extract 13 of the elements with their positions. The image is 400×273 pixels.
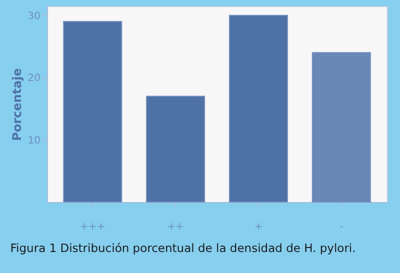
bar xyxy=(312,52,371,202)
bar xyxy=(228,14,288,202)
x-tick-label: +++ xyxy=(80,222,106,232)
x-tick-label: - xyxy=(340,222,344,232)
y-tick-label: 20 xyxy=(28,73,40,84)
text: Figura 1 Distribución porcentual de la densidad de H. pylori. xyxy=(10,241,356,255)
bar xyxy=(63,21,122,202)
y-tick-label: 10 xyxy=(28,135,40,146)
y-axis-title: Porcentaje xyxy=(10,68,24,141)
x-tick-label: ++ xyxy=(167,222,184,232)
y-tick-label: 30 xyxy=(28,10,40,22)
x-tick-label: + xyxy=(254,222,263,232)
bar xyxy=(146,96,206,202)
